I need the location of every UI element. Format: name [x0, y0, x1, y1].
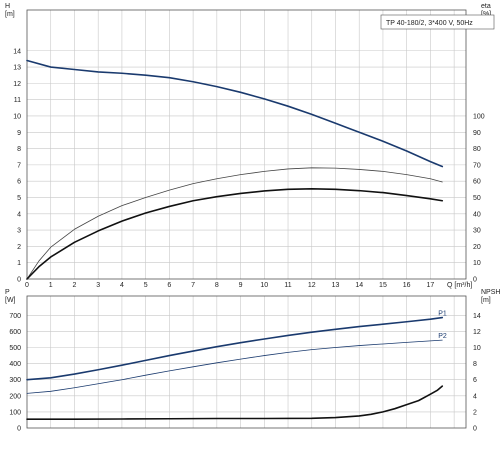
panel0-ytick-left-7: 7 [17, 162, 21, 169]
xtick-11: 11 [284, 282, 291, 289]
xtick-5: 5 [144, 282, 148, 289]
panel0-ytick-left-5: 5 [17, 195, 21, 202]
panel1-series-0 [26, 316, 444, 381]
series-layer [26, 59, 444, 420]
panel0-ytick-left-2: 2 [17, 244, 21, 251]
panel1-series-1 [26, 339, 443, 394]
panel0-ytick-right-40: 40 [473, 211, 481, 218]
panel0-series-0 [26, 59, 444, 168]
panel1-ytick-left-400: 400 [9, 361, 21, 368]
panel0-series-1 [26, 167, 443, 280]
panel0-ylabel-right-line-1: [%] [481, 11, 491, 18]
xtick-13: 13 [332, 282, 340, 289]
panel1-ytick-right-8: 8 [473, 361, 477, 368]
panel0-ylabel-left-line-1: [m] [5, 11, 15, 18]
panel1-ytick-left-100: 100 [9, 409, 21, 416]
panel0-ytick-right-80: 80 [473, 146, 481, 153]
panel0-ytick-right-60: 60 [473, 179, 481, 186]
panel1-ytick-right-12: 12 [473, 329, 481, 336]
panel0-ytick-left-8: 8 [17, 146, 21, 153]
panel1-ytick-left-200: 200 [9, 393, 21, 400]
series-label-p2: P2 [438, 333, 447, 340]
panel1-ytick-left-0: 0 [17, 426, 21, 433]
panel1-ytick-left-700: 700 [9, 313, 21, 320]
panel0-ylabel-left-line-0: H [5, 3, 10, 10]
panel0-ytick-left-10: 10 [13, 113, 21, 120]
panel1-ylabel-left-line-0: P [5, 289, 10, 296]
panel1-ylabel-right-line-1: [m] [481, 297, 491, 304]
panel0-frame [26, 9, 467, 280]
xtick-10: 10 [260, 282, 268, 289]
panel0-ytick-left-1: 1 [17, 260, 21, 267]
panel1-ytick-right-6: 6 [473, 377, 477, 384]
panel1-ytick-left-300: 300 [9, 377, 21, 384]
panel0-ytick-left-12: 12 [13, 81, 21, 88]
xtick-14: 14 [355, 282, 363, 289]
xaxis-label: Q [m³/h] [447, 282, 472, 289]
xtick-7: 7 [191, 282, 195, 289]
xtick-16: 16 [403, 282, 411, 289]
panel0-ytick-left-14: 14 [13, 48, 21, 55]
panel0-ylabel-right-line-0: eta [481, 3, 491, 10]
xtick-15: 15 [379, 282, 387, 289]
panel1-ytick-left-600: 600 [9, 329, 21, 336]
panel0-ytick-right-0: 0 [473, 277, 477, 284]
panel0-series-2 [26, 188, 444, 280]
panel0-ytick-right-20: 20 [473, 244, 481, 251]
xtick-6: 6 [167, 282, 171, 289]
panel0-ytick-right-30: 30 [473, 228, 481, 235]
panel0-ytick-right-100: 100 [473, 113, 485, 120]
panel0-ytick-right-50: 50 [473, 195, 481, 202]
xtick-4: 4 [120, 282, 124, 289]
panel1-ylabel-left-line-1: [W] [5, 297, 16, 304]
label-layer: 0123456789101112131401020304050607080901… [5, 3, 500, 433]
xtick-1: 1 [49, 282, 53, 289]
xtick-0: 0 [25, 282, 29, 289]
panel0-ytick-left-13: 13 [13, 65, 21, 72]
panel0-ytick-left-6: 6 [17, 179, 21, 186]
xtick-3: 3 [96, 282, 100, 289]
xtick-8: 8 [215, 282, 219, 289]
panel1-ytick-right-14: 14 [473, 313, 481, 320]
panel0-ytick-left-3: 3 [17, 228, 21, 235]
panel1-frame [26, 295, 467, 429]
xtick-9: 9 [239, 282, 243, 289]
grid-layer [27, 10, 466, 428]
title-box: TP 40-180/2, 3*400 V, 50Hz [380, 14, 495, 30]
panel0-ytick-right-90: 90 [473, 130, 481, 137]
panel0-ytick-left-4: 4 [17, 211, 21, 218]
panel1-ylabel-right-line-0: NPSH [481, 289, 500, 296]
panel0-ytick-right-70: 70 [473, 162, 481, 169]
xtick-12: 12 [308, 282, 316, 289]
panel1-ytick-right-0: 0 [473, 426, 477, 433]
panel1-ytick-left-500: 500 [9, 345, 21, 352]
xtick-2: 2 [73, 282, 77, 289]
series-label-p1: P1 [438, 311, 447, 318]
panel1-ytick-right-2: 2 [473, 409, 477, 416]
panel1-series-2 [26, 385, 444, 420]
frame-layer [26, 9, 467, 429]
panel0-ytick-left-0: 0 [17, 277, 21, 284]
panel1-ytick-right-4: 4 [473, 393, 477, 400]
panel0-ytick-right-10: 10 [473, 260, 481, 267]
panel1-ytick-right-10: 10 [473, 345, 481, 352]
xtick-17: 17 [427, 282, 435, 289]
panel0-ytick-left-11: 11 [14, 97, 21, 104]
chart-title: TP 40-180/2, 3*400 V, 50Hz [386, 20, 473, 27]
panel0-ytick-left-9: 9 [17, 130, 21, 137]
